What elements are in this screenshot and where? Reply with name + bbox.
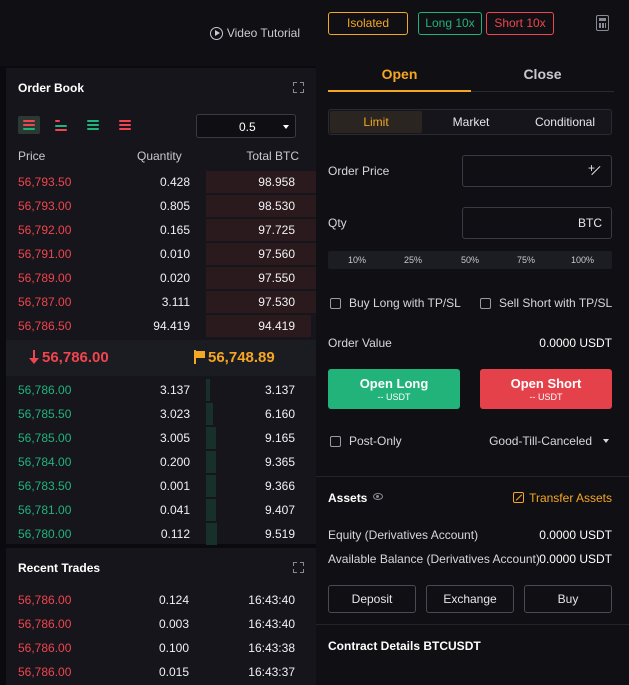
precision-value: 0.5 — [239, 120, 256, 134]
order-book-title: Order Book — [18, 81, 85, 95]
arrow-down-icon — [28, 350, 40, 366]
order-price-input[interactable] — [462, 155, 612, 187]
bid-row[interactable]: 56,784.00 0.200 9.365 — [6, 450, 316, 474]
chevron-down-icon — [283, 125, 289, 129]
order-value-label: Order Value — [328, 336, 392, 350]
expand-icon[interactable] — [293, 562, 304, 573]
transfer-assets-link[interactable]: Transfer Assets — [529, 491, 612, 505]
qty-percent-slider[interactable]: 10% 25% 50% 75% 100% — [328, 251, 612, 269]
ask-row[interactable]: 56,789.00 0.020 97.550 — [6, 266, 316, 290]
pct-25[interactable]: 25% — [404, 255, 423, 265]
exchange-button[interactable]: Exchange — [426, 585, 514, 613]
play-icon — [209, 26, 223, 40]
trade-row: 56,786.00 0.124 16:43:40 — [18, 593, 295, 607]
left-column: Video Tutorial Order Book 0.5 Price — [0, 0, 316, 685]
assets-title: Assets — [328, 491, 368, 505]
divider — [316, 624, 629, 625]
checkbox[interactable] — [480, 297, 491, 309]
bid-row[interactable]: 56,780.00 0.112 9.519 — [6, 522, 316, 546]
pct-50[interactable]: 50% — [461, 255, 480, 265]
last-price-bar: 56,786.00 56,748.89 — [6, 340, 316, 376]
flag-icon — [193, 350, 206, 364]
sort-view-icon[interactable] — [50, 116, 72, 134]
tab-limit[interactable]: Limit — [330, 111, 422, 133]
plus-minus-icon[interactable] — [588, 161, 602, 178]
order-price-label: Order Price — [328, 164, 390, 178]
eye-icon[interactable] — [373, 493, 383, 500]
trade-panel: Isolated Long 10x Short 10x Open Close L… — [316, 0, 629, 685]
sell-short-tpsl-toggle[interactable]: Sell Short with TP/SL — [480, 296, 612, 310]
trade-row: 56,786.00 0.003 16:43:40 — [18, 617, 295, 631]
tab-conditional[interactable]: Conditional — [534, 115, 596, 129]
bid-row[interactable]: 56,785.00 3.005 9.165 — [6, 426, 316, 450]
contract-details-title[interactable]: Contract Details BTCUSDT — [328, 639, 481, 653]
time-in-force-select[interactable]: Good-Till-Canceled — [489, 434, 592, 448]
buy-long-tpsl-toggle[interactable]: Buy Long with TP/SL — [330, 296, 461, 310]
long-leverage-button[interactable]: Long 10x — [418, 12, 482, 35]
ask-row[interactable]: 56,793.00 0.805 98.530 — [6, 194, 316, 218]
order-book-view-toggles — [18, 116, 136, 134]
buy-button[interactable]: Buy — [524, 585, 612, 613]
chart-topbar: Video Tutorial — [0, 0, 316, 66]
video-tutorial-label: Video Tutorial — [226, 26, 300, 40]
tab-close[interactable]: Close — [471, 58, 614, 92]
open-close-tabs: Open Close — [328, 58, 614, 92]
tab-market[interactable]: Market — [452, 115, 490, 129]
chevron-down-icon — [603, 439, 609, 443]
asks-only-view-icon[interactable] — [114, 116, 136, 134]
trade-row: 56,786.00 0.100 16:43:38 — [18, 641, 295, 655]
available-balance-label: Available Balance (Derivatives Account) — [328, 552, 540, 566]
tab-open[interactable]: Open — [328, 58, 471, 92]
order-value: 0.0000 USDT — [539, 336, 612, 350]
trade-row: 56,786.00 0.015 16:43:37 — [18, 665, 295, 679]
equity-label: Equity (Derivatives Account) — [328, 528, 479, 542]
bid-row[interactable]: 56,783.50 0.001 9.366 — [6, 474, 316, 498]
ask-row[interactable]: 56,793.50 0.428 98.958 — [6, 170, 316, 194]
deposit-button[interactable]: Deposit — [328, 585, 416, 613]
qty-label: Qty — [328, 216, 347, 230]
both-sides-view-icon[interactable] — [18, 116, 40, 134]
order-type-tabs: Limit Market Conditional — [328, 109, 612, 135]
open-short-button[interactable]: Open Short -- USDT — [480, 369, 612, 409]
precision-select[interactable]: 0.5 — [196, 114, 296, 138]
bid-row[interactable]: 56,786.00 3.137 3.137 — [6, 378, 316, 402]
checkbox[interactable] — [330, 435, 341, 447]
recent-trades-panel: Recent Trades 56,786.00 0.124 16:43:40 5… — [6, 548, 316, 685]
col-total: Total BTC — [246, 149, 299, 163]
equity-value: 0.0000 USDT — [539, 528, 612, 542]
checkbox[interactable] — [330, 297, 341, 309]
mark-price: 56,748.89 — [208, 349, 275, 366]
available-balance-value: 0.0000 USDT — [539, 552, 612, 566]
bid-row[interactable]: 56,781.00 0.041 9.407 — [6, 498, 316, 522]
calculator-icon[interactable] — [596, 15, 609, 31]
transfer-icon[interactable] — [513, 492, 524, 503]
ask-row[interactable]: 56,792.00 0.165 97.725 — [6, 218, 316, 242]
order-book-panel: Order Book 0.5 Price Quantity Total BTC — [6, 68, 316, 546]
qty-input[interactable]: BTC — [462, 207, 612, 239]
bids-only-view-icon[interactable] — [82, 116, 104, 134]
video-tutorial-link[interactable]: Video Tutorial — [209, 26, 300, 40]
post-only-toggle[interactable]: Post-Only — [330, 434, 402, 448]
short-leverage-button[interactable]: Short 10x — [486, 12, 554, 35]
recent-trades-title: Recent Trades — [18, 561, 101, 575]
col-price: Price — [18, 149, 46, 163]
open-long-button[interactable]: Open Long -- USDT — [328, 369, 460, 409]
expand-icon[interactable] — [293, 82, 304, 93]
last-price: 56,786.00 — [42, 349, 109, 366]
ask-row[interactable]: 56,787.00 3.111 97.530 — [6, 290, 316, 314]
pct-100[interactable]: 100% — [571, 255, 595, 265]
col-quantity: Quantity — [137, 149, 182, 163]
pct-75[interactable]: 75% — [517, 255, 536, 265]
ask-row[interactable]: 56,786.50 94.419 94.419 — [6, 314, 316, 338]
ask-row[interactable]: 56,791.00 0.010 97.560 — [6, 242, 316, 266]
qty-unit: BTC — [578, 216, 602, 230]
margin-mode-button[interactable]: Isolated — [328, 12, 408, 35]
divider — [316, 476, 629, 477]
pct-10[interactable]: 10% — [348, 255, 367, 265]
bid-row[interactable]: 56,785.50 3.023 6.160 — [6, 402, 316, 426]
